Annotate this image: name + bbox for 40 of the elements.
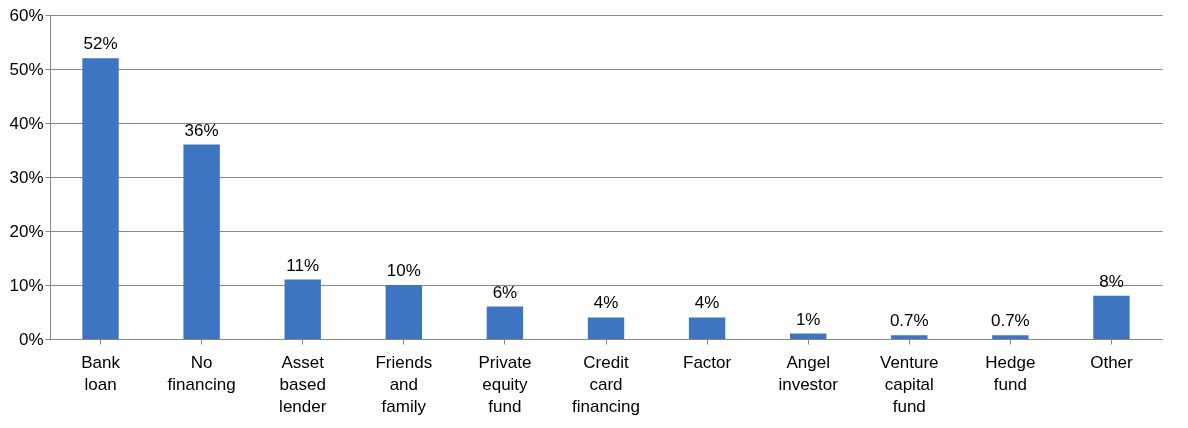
data-label: 8% xyxy=(1099,271,1124,291)
y-tick-label: 50% xyxy=(9,59,44,79)
x-tick-label: Angel investor xyxy=(778,352,839,394)
y-tick-label: 40% xyxy=(9,113,44,133)
y-tick-label: 10% xyxy=(9,275,44,295)
x-tick-label: Private equity fund xyxy=(478,352,532,416)
bar xyxy=(789,333,827,339)
bar xyxy=(587,317,625,339)
data-label: 11% xyxy=(286,255,320,275)
bar xyxy=(486,306,524,339)
x-tick-label: Friends and family xyxy=(375,352,433,416)
y-tick-label: 60% xyxy=(9,5,44,25)
x-tick-label: Venture capital fund xyxy=(879,352,939,416)
data-label: 6% xyxy=(492,282,518,302)
x-tick-label: Hedge fund xyxy=(985,352,1036,394)
bar xyxy=(82,58,119,339)
x-tick-label: Factor xyxy=(683,352,732,372)
data-label: 52% xyxy=(83,34,118,54)
x-tick-label: Other xyxy=(1090,352,1134,372)
data-label: 4% xyxy=(593,293,619,313)
data-label: 36% xyxy=(184,120,219,140)
x-tick-label: Credit card financing xyxy=(571,352,641,416)
bar xyxy=(992,335,1029,339)
bar xyxy=(1093,295,1130,339)
y-tick-label: 20% xyxy=(9,221,44,241)
bar xyxy=(385,285,423,339)
x-tick-label: Asset based lender xyxy=(279,352,327,416)
y-tick-label: 30% xyxy=(9,167,44,187)
data-label: 1% xyxy=(795,309,821,329)
bar xyxy=(183,144,220,339)
data-label: 0.7% xyxy=(889,311,929,331)
bar xyxy=(284,279,321,339)
bar xyxy=(891,335,928,339)
bar xyxy=(688,317,726,339)
data-label: 10% xyxy=(386,261,421,280)
data-label: 0.7% xyxy=(990,311,1030,331)
x-tick-label: No financing xyxy=(167,352,236,394)
x-tick-label: Bank loan xyxy=(81,352,121,394)
y-tick-label: 0% xyxy=(18,329,44,349)
data-label: 4% xyxy=(694,293,720,313)
